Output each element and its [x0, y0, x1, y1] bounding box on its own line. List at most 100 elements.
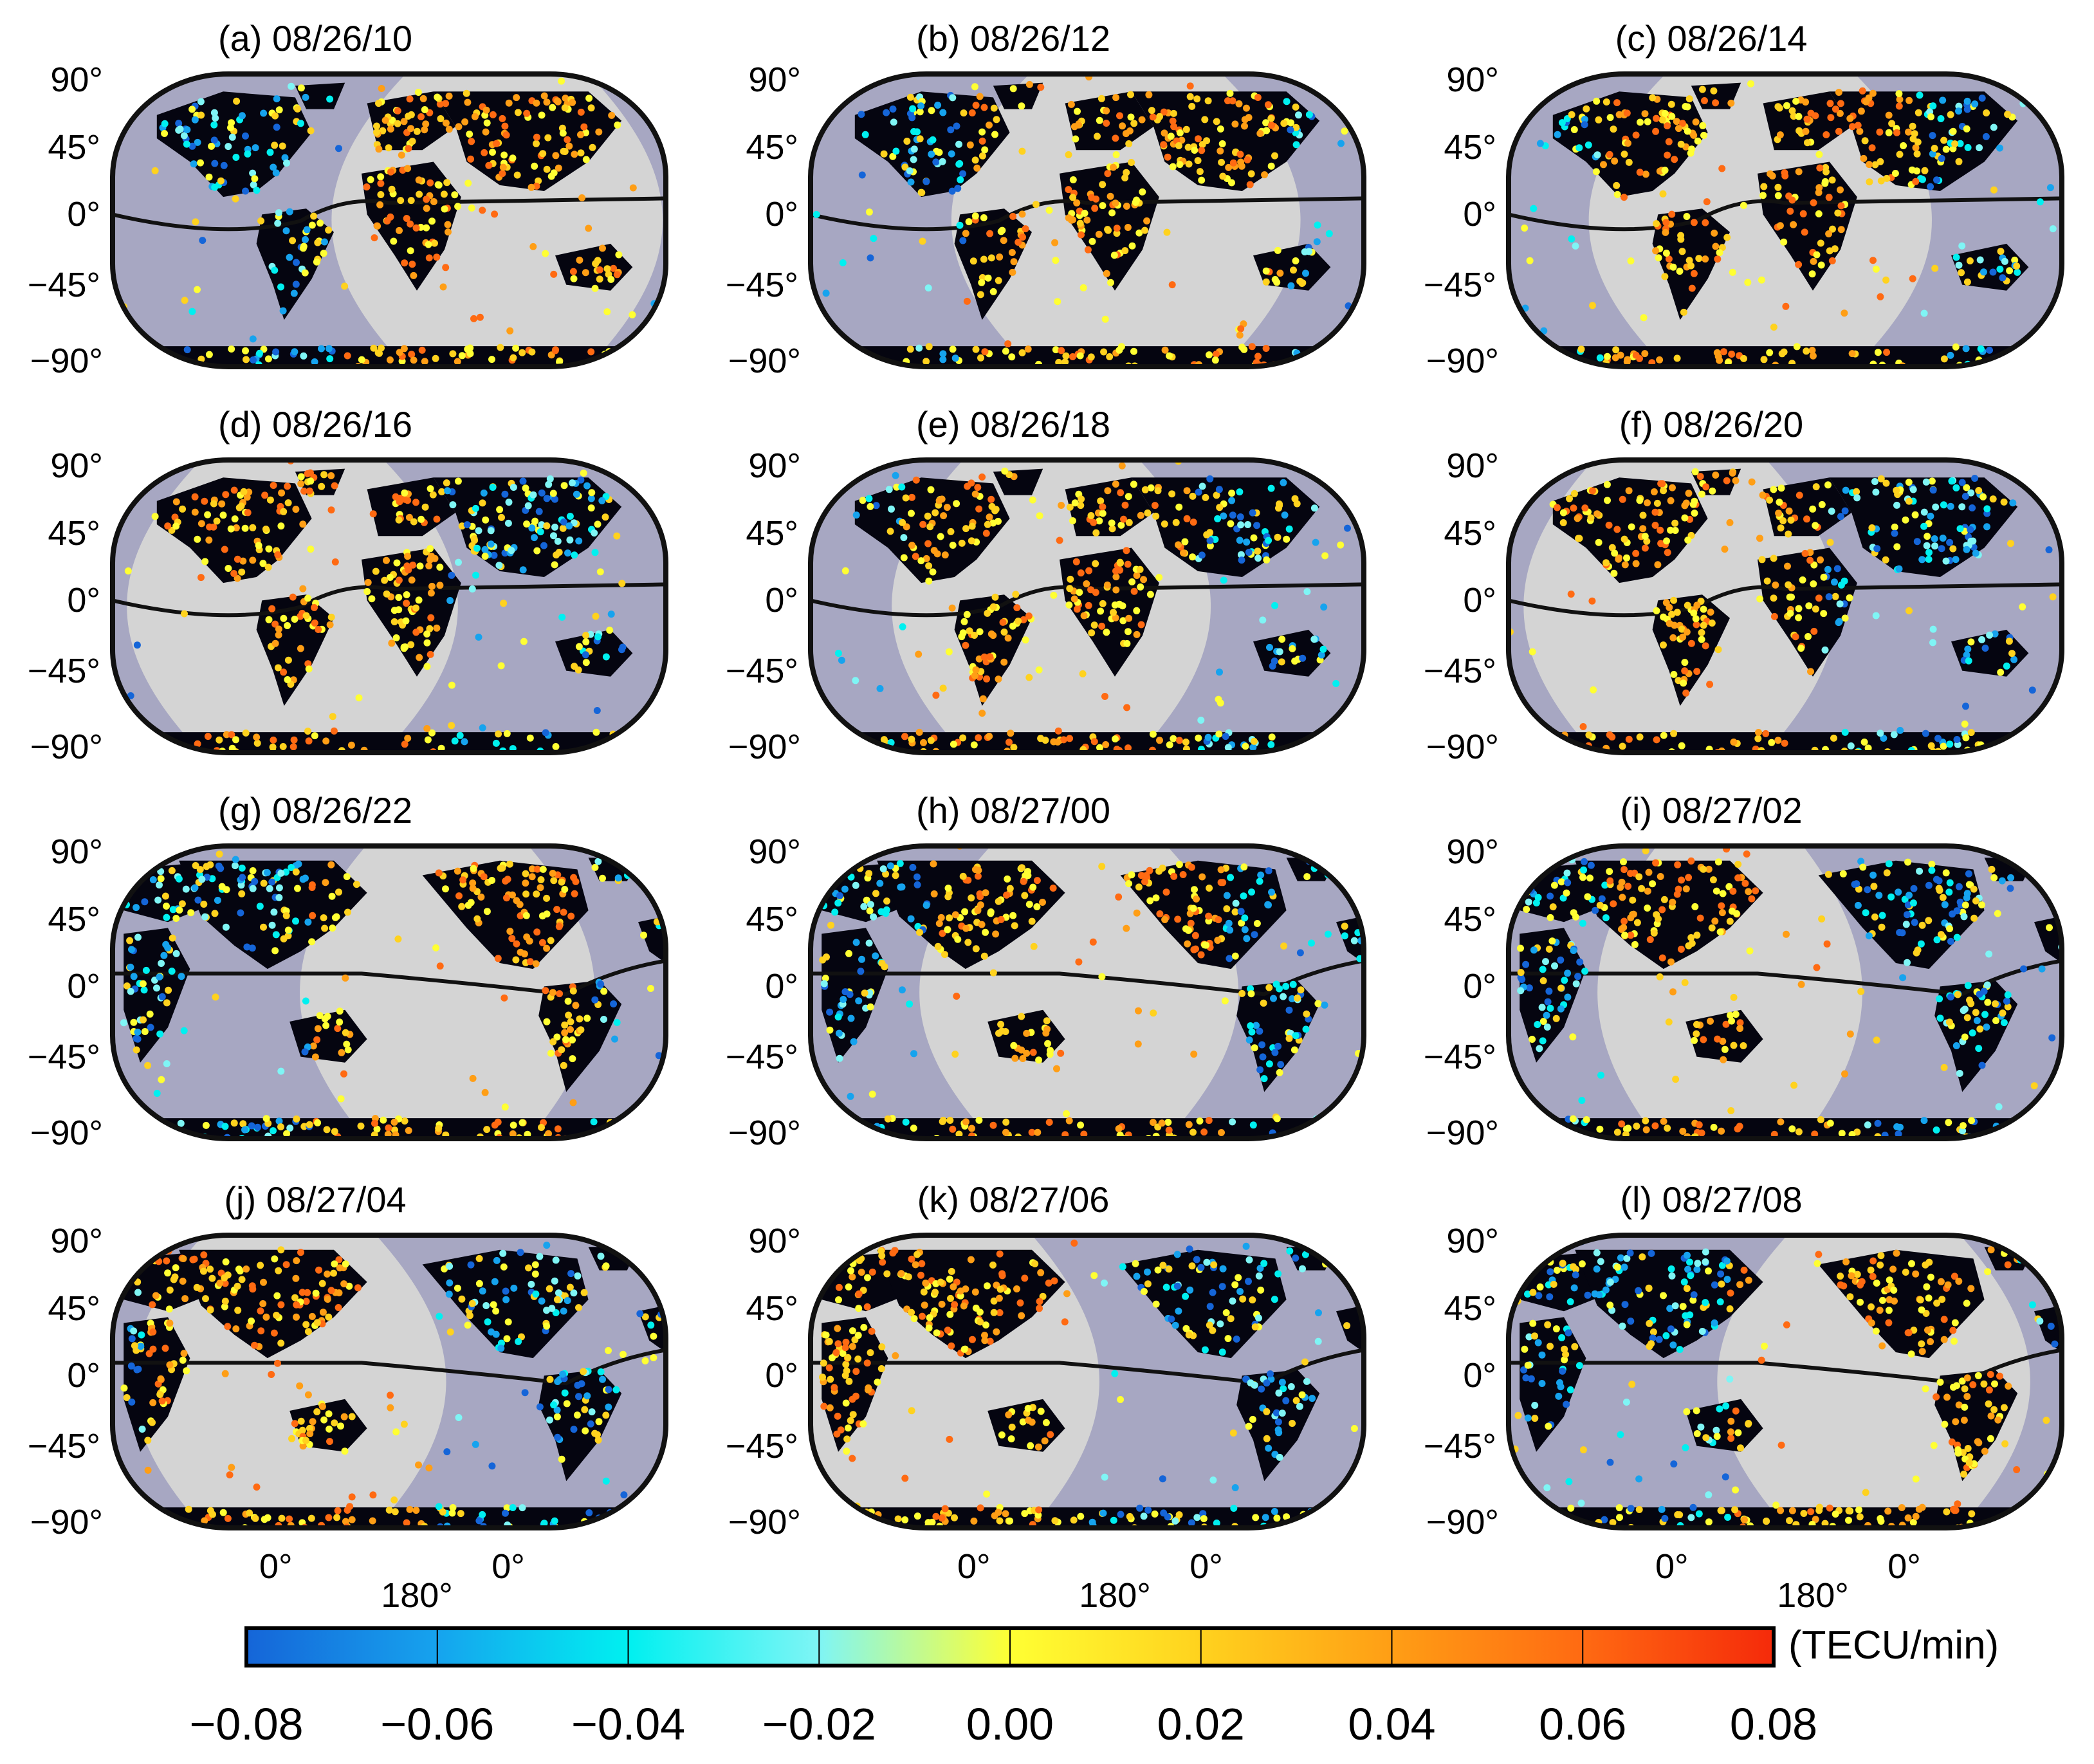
- station-marker: [454, 358, 461, 365]
- station-marker: [885, 486, 893, 493]
- station-marker: [978, 128, 986, 136]
- station-marker: [289, 237, 297, 244]
- station-marker: [591, 863, 599, 871]
- station-marker: [407, 220, 414, 228]
- station-marker: [280, 668, 288, 676]
- station-marker: [127, 692, 134, 699]
- station-marker: [1984, 998, 1992, 1006]
- station-marker: [957, 1287, 964, 1295]
- station-marker: [894, 1515, 902, 1523]
- station-marker: [320, 914, 327, 922]
- station-marker: [997, 228, 1005, 235]
- panel-title: (e) 08/26/18: [916, 404, 1110, 445]
- station-marker: [1637, 118, 1644, 126]
- station-marker: [288, 864, 295, 871]
- station-marker: [1018, 102, 1025, 110]
- station-marker: [953, 993, 960, 1000]
- station-marker: [526, 734, 534, 742]
- station-marker: [1605, 521, 1613, 529]
- station-marker: [822, 975, 829, 982]
- station-marker: [585, 1509, 593, 1516]
- station-marker: [1240, 863, 1248, 871]
- station-marker: [1590, 686, 1597, 694]
- station-marker: [410, 356, 418, 364]
- station-marker: [445, 125, 453, 133]
- station-marker: [1973, 1017, 1981, 1024]
- station-marker: [1036, 1305, 1043, 1312]
- station-marker: [953, 122, 960, 130]
- station-marker: [1966, 257, 1974, 264]
- station-marker: [1337, 541, 1345, 549]
- station-marker: [582, 651, 589, 659]
- station-marker: [1869, 89, 1877, 97]
- station-marker: [1578, 1097, 1586, 1104]
- station-marker: [1946, 925, 1954, 933]
- station-marker: [1956, 140, 1964, 147]
- station-marker: [1281, 511, 1289, 519]
- station-marker: [163, 1257, 170, 1265]
- station-marker: [543, 1242, 551, 1249]
- station-marker: [431, 555, 439, 562]
- station-marker: [1610, 900, 1617, 908]
- station-marker: [987, 630, 995, 638]
- station-marker: [1163, 228, 1171, 236]
- station-marker: [237, 881, 245, 889]
- station-marker: [1008, 249, 1016, 256]
- station-marker: [1112, 586, 1120, 594]
- station-marker: [273, 95, 280, 103]
- station-marker: [501, 490, 509, 498]
- station-marker: [1021, 1510, 1029, 1518]
- station-marker: [1611, 157, 1619, 165]
- station-marker: [1865, 932, 1873, 940]
- station-marker: [1278, 1410, 1286, 1417]
- station-marker: [1600, 161, 1607, 169]
- station-marker: [392, 493, 400, 501]
- station-marker: [166, 1361, 174, 1369]
- lat-tick-label: 0°: [765, 581, 798, 620]
- station-marker: [1918, 1348, 1926, 1355]
- station-marker: [371, 1119, 378, 1127]
- station-marker: [1285, 1006, 1293, 1014]
- station-marker: [1810, 580, 1817, 588]
- station-marker: [1897, 726, 1904, 734]
- station-marker: [1958, 503, 1966, 511]
- station-marker: [1621, 917, 1628, 925]
- station-marker: [1801, 228, 1808, 236]
- station-marker: [495, 730, 502, 738]
- station-marker: [1633, 1123, 1640, 1130]
- station-marker: [277, 1067, 285, 1075]
- station-marker: [1161, 346, 1169, 354]
- landmass: [1552, 477, 1708, 583]
- station-marker: [297, 120, 304, 127]
- station-marker: [271, 947, 279, 955]
- station-marker: [1961, 721, 1969, 728]
- station-marker: [1862, 909, 1869, 917]
- station-marker: [208, 142, 216, 150]
- lat-tick-label: −90°: [728, 727, 801, 766]
- station-marker: [1150, 1009, 1157, 1017]
- station-marker: [479, 1511, 486, 1518]
- station-marker: [347, 741, 355, 749]
- station-marker: [1292, 1254, 1300, 1262]
- station-marker: [1668, 210, 1676, 218]
- station-marker: [1623, 554, 1630, 562]
- station-marker: [1223, 892, 1231, 899]
- station-marker: [1669, 898, 1676, 906]
- station-marker: [204, 511, 212, 519]
- station-marker: [1265, 867, 1272, 875]
- station-marker: [476, 313, 484, 321]
- station-marker: [934, 102, 942, 109]
- station-marker: [302, 1298, 310, 1305]
- station-marker: [981, 146, 989, 154]
- station-marker: [932, 692, 940, 699]
- station-marker: [310, 212, 318, 220]
- station-marker: [980, 653, 988, 661]
- station-marker: [1823, 168, 1830, 176]
- station-marker: [436, 962, 444, 970]
- station-marker: [1100, 348, 1108, 356]
- station-marker: [1632, 549, 1640, 557]
- station-marker: [982, 889, 989, 897]
- station-marker: [1895, 102, 1903, 110]
- station-marker: [1812, 522, 1819, 529]
- station-marker: [517, 1249, 524, 1256]
